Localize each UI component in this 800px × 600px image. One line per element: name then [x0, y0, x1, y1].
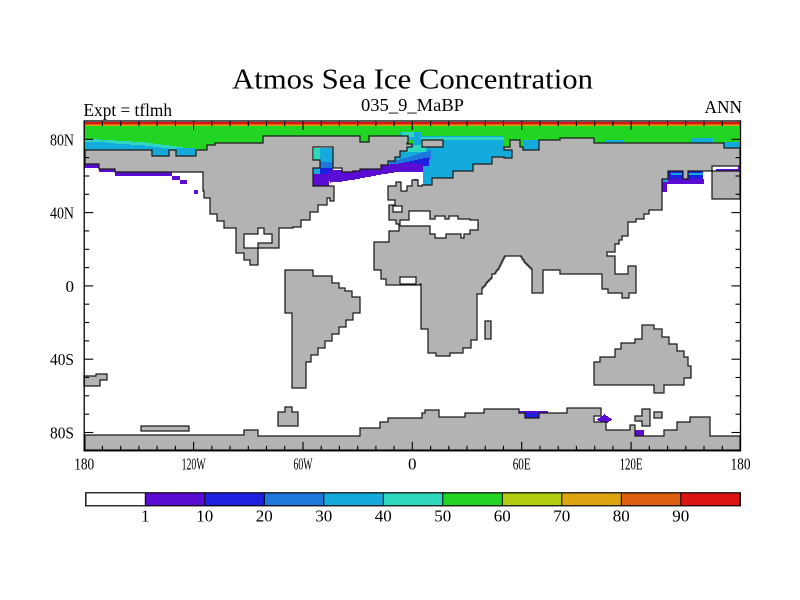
svg-text:40: 40	[375, 507, 392, 526]
svg-text:90: 90	[672, 507, 689, 526]
svg-text:80S: 80S	[50, 424, 74, 443]
svg-text:80N: 80N	[50, 130, 74, 149]
svg-text:40N: 40N	[50, 204, 74, 223]
svg-text:Atmos Sea Ice Concentration: Atmos Sea Ice Concentration	[232, 64, 594, 96]
svg-text:1: 1	[141, 507, 150, 526]
svg-text:50: 50	[434, 507, 451, 526]
svg-text:120W: 120W	[182, 454, 207, 473]
svg-text:Expt = tflmh: Expt = tflmh	[84, 100, 173, 120]
svg-text:80: 80	[613, 507, 630, 526]
svg-text:0: 0	[66, 277, 75, 296]
svg-text:60: 60	[494, 507, 511, 526]
svg-text:180: 180	[731, 454, 751, 473]
svg-text:ANN: ANN	[705, 97, 743, 117]
svg-text:30: 30	[315, 507, 332, 526]
svg-text:035_9_MaBP: 035_9_MaBP	[361, 95, 464, 115]
svg-text:70: 70	[553, 507, 570, 526]
svg-text:120E: 120E	[620, 454, 643, 473]
svg-text:10: 10	[196, 507, 213, 526]
svg-text:60W: 60W	[294, 454, 314, 473]
svg-text:0: 0	[408, 454, 417, 473]
svg-text:20: 20	[256, 507, 273, 526]
svg-text:60E: 60E	[513, 454, 531, 473]
svg-text:180: 180	[74, 454, 94, 473]
svg-text:40S: 40S	[50, 350, 74, 369]
